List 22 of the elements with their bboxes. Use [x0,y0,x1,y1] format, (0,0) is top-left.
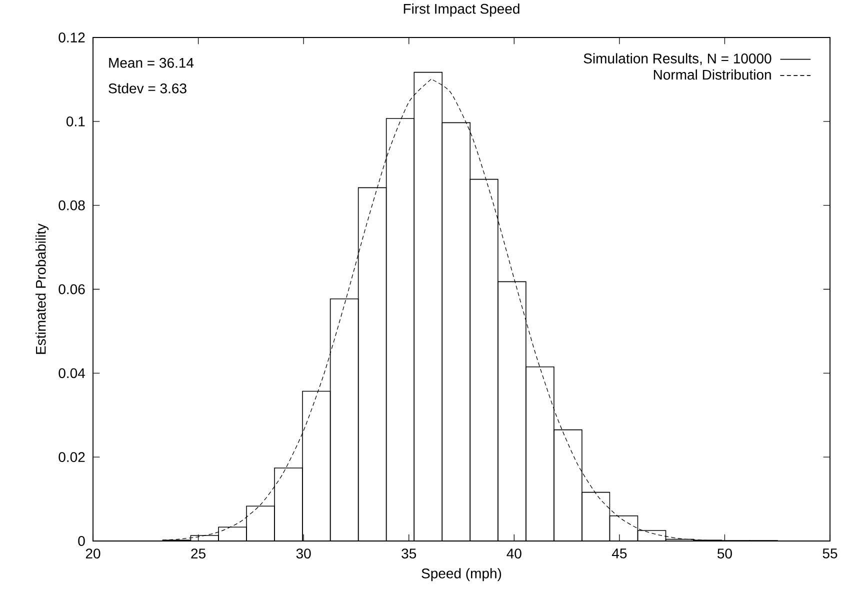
legend-label: Normal Distribution [654,69,771,80]
y-tick-label: 0.1 [66,116,85,126]
annotation: Stdev = 3.63 [108,83,186,94]
y-axis-title: Estimated Probability [36,224,49,354]
x-tick-label: 45 [612,548,627,558]
x-tick-label: 50 [717,548,732,559]
chart-title: First Impact Speed [404,4,520,17]
annotation: Mean = 36.14 [109,58,194,68]
y-tick-label: 0 [78,536,85,546]
y-tick-label: 0.02 [58,452,85,462]
y-tick-label: 0.06 [58,284,85,294]
y-tick-label: 0.08 [58,200,85,210]
x-tick-label: 25 [191,548,206,559]
y-tick-label: 0.12 [58,32,85,42]
x-tick-label: 35 [402,548,416,559]
x-tick-label: 55 [822,548,838,558]
x-tick-label: 40 [506,548,522,559]
y-tick-label: 0.04 [58,368,85,378]
x-tick-label: 20 [86,548,100,559]
x-axis-title: Speed (mph) [422,568,502,582]
x-tick-label: 30 [296,548,311,559]
legend-label: Simulation Results, N = 10000 [584,53,772,66]
